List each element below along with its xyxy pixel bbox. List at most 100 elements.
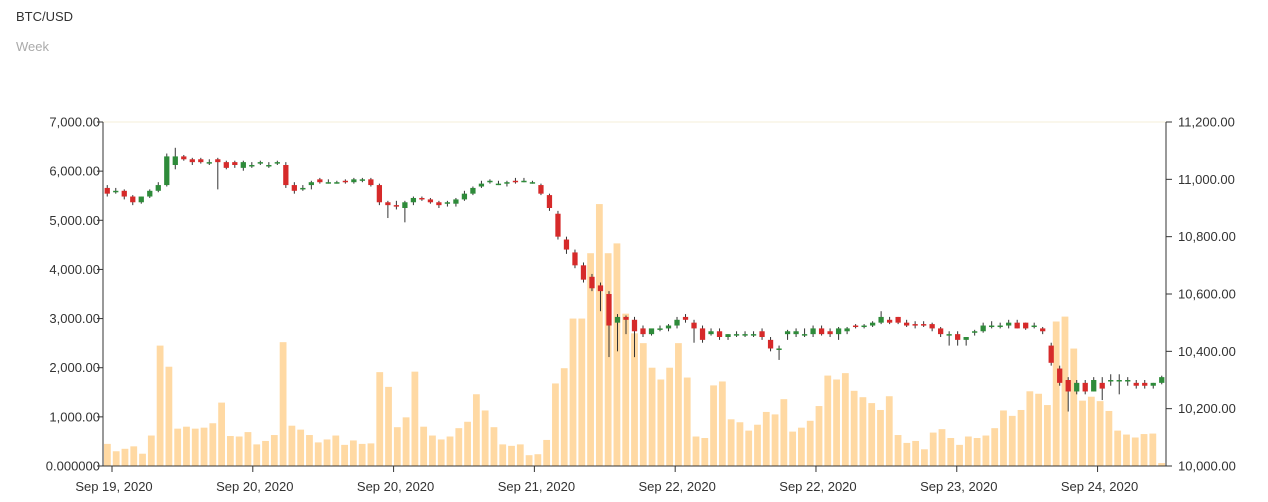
candle-up: [274, 162, 280, 164]
volume-bar: [560, 368, 568, 466]
candle-down: [597, 285, 604, 292]
volume-bar: [1087, 396, 1095, 466]
candle-up: [138, 196, 144, 203]
candle-up: [359, 179, 366, 181]
volume-bar: [446, 436, 454, 466]
volume-bar: [762, 411, 770, 466]
candle-down: [342, 180, 348, 183]
left-axis-tick-label: 5,000.00: [49, 213, 100, 228]
volume-bar: [1070, 348, 1078, 466]
candle-down: [223, 162, 229, 168]
volume-bar: [244, 432, 252, 466]
candle-up: [861, 325, 867, 328]
candle-down: [1142, 382, 1148, 386]
left-axis-tick-label: 3,000.00: [49, 311, 100, 326]
volume-bar: [288, 425, 296, 466]
volume-bar: [552, 383, 559, 466]
volume-bar: [754, 424, 761, 466]
candle-up: [674, 319, 680, 326]
candle-down: [393, 205, 400, 207]
candle-up: [750, 334, 757, 336]
candle-down: [716, 331, 723, 337]
candle-up: [878, 316, 884, 323]
volume-bar: [956, 444, 963, 466]
candle-down: [1065, 380, 1071, 392]
candle-up: [529, 182, 536, 184]
volume-bar: [675, 343, 682, 466]
volume-bar: [130, 446, 138, 466]
candle-down: [827, 331, 833, 335]
volume-bar: [877, 409, 884, 466]
volume-bar: [595, 204, 603, 466]
volume-bar: [850, 390, 858, 466]
candle-down: [427, 199, 434, 203]
volume-bar: [297, 429, 305, 466]
volume-bar: [1131, 437, 1139, 466]
candle-down: [955, 334, 961, 340]
right-axis-tick-label: 11,000.00: [1178, 172, 1235, 187]
candle-up: [1125, 380, 1131, 382]
volume-bar: [718, 381, 726, 466]
left-axis-tick-label: 0.000000: [46, 459, 100, 474]
candle-up: [1091, 380, 1097, 392]
candle-up: [1150, 382, 1156, 386]
candle-down: [699, 328, 706, 340]
volume-bar: [253, 444, 261, 466]
chart-title: BTC/USD: [16, 9, 74, 24]
candle-up: [308, 182, 314, 186]
candle-up: [708, 331, 714, 335]
volume-bar: [991, 428, 999, 466]
candle-down: [104, 187, 110, 194]
candle-down: [198, 159, 204, 163]
candle-down: [938, 328, 944, 335]
volume-bar: [191, 428, 199, 466]
candle-up: [1116, 380, 1122, 382]
candle-up: [164, 156, 170, 186]
candle-down: [317, 179, 323, 183]
volume-bar: [218, 402, 225, 466]
volume-bar: [798, 427, 805, 466]
volume-bar: [402, 417, 410, 466]
candle-down: [886, 319, 893, 323]
candle-down: [189, 159, 195, 163]
candle-down: [895, 316, 901, 323]
volume-bar: [490, 427, 498, 466]
candle-up: [495, 183, 502, 186]
candle-up: [461, 193, 468, 200]
candle-up: [946, 334, 952, 336]
volume-bar: [341, 444, 348, 466]
right-axis-tick-label: 10,000.00: [1178, 459, 1236, 474]
bottom-axis-tick-label: Sep 20, 2020: [357, 479, 434, 494]
candle-up: [487, 180, 493, 183]
bottom-axis-tick-label: Sep 22, 2020: [638, 479, 715, 494]
volume-bar: [411, 371, 419, 466]
candle-up: [249, 165, 255, 167]
candle-down: [606, 294, 612, 326]
candle-down: [572, 252, 578, 266]
candle-up: [733, 334, 740, 336]
candle-down: [181, 156, 187, 160]
candle-down: [385, 202, 391, 206]
volume-bar: [1044, 405, 1051, 466]
candle-up: [989, 325, 995, 328]
candle-up: [453, 199, 459, 204]
volume-bar: [200, 427, 208, 466]
volume-bar: [938, 429, 946, 466]
right-axis-tick-label: 10,600.00: [1178, 287, 1236, 302]
volume-bar: [209, 423, 217, 466]
volume-bar: [657, 379, 665, 466]
volume-bar: [525, 455, 533, 466]
volume-bar: [1017, 409, 1025, 466]
bottom-axis-tick-label: Sep 21, 2020: [498, 479, 575, 494]
volume-bar: [587, 253, 594, 466]
volume-bar: [1052, 321, 1060, 466]
candle-down: [512, 180, 519, 183]
left-axis-tick-label: 6,000.00: [49, 164, 100, 179]
volume-bar: [903, 442, 911, 466]
volume-bar: [279, 342, 287, 466]
candle-up: [997, 325, 1003, 328]
candle-down: [1133, 382, 1139, 386]
volume-bar: [1123, 434, 1130, 466]
candle-down: [563, 239, 570, 250]
